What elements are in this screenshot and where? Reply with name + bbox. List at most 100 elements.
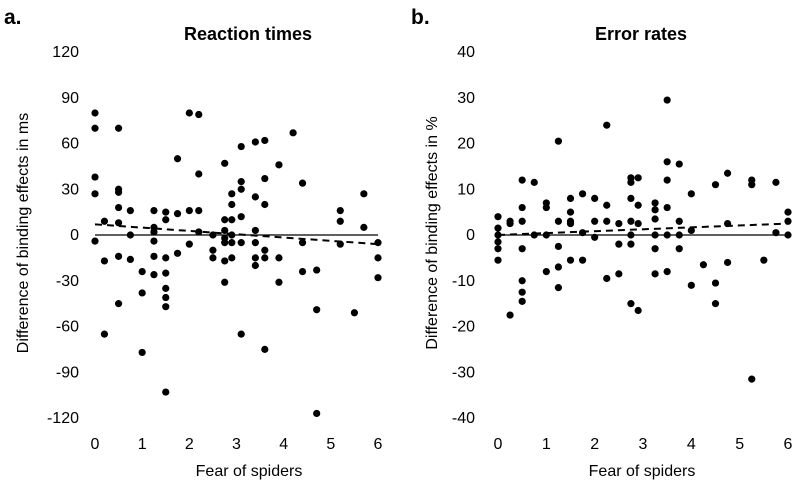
x-tick-label: 5 [326,436,335,453]
data-point [784,231,792,239]
data-point [150,228,158,236]
data-point [114,219,123,227]
data-point [221,216,229,224]
data-point [336,207,344,215]
x-tick-label: 0 [494,436,503,453]
data-point [261,174,269,183]
data-point [221,257,229,265]
data-point [374,274,382,282]
data-point [173,210,182,218]
data-point [228,216,236,224]
data-point [634,201,642,209]
x-axis-label: Fear of spiders [589,463,696,480]
data-point [634,219,642,228]
data-point [542,268,550,276]
data-point [627,178,635,186]
data-point [162,269,170,277]
data-point [494,238,502,246]
data-point [651,270,659,278]
data-point [298,268,307,276]
data-point [150,252,158,260]
data-point [100,257,109,265]
data-point [251,138,259,146]
data-point [687,226,695,235]
data-point [261,200,269,209]
data-point [162,388,170,396]
data-point [138,289,146,297]
data-point [578,229,587,237]
y-tick-label: 90 [61,90,79,107]
data-point [627,240,635,248]
data-point [100,330,109,338]
data-point [748,375,756,383]
data-point [651,215,659,223]
data-point [554,217,563,225]
data-point [126,231,134,239]
data-point [91,124,99,132]
data-point [687,281,695,289]
x-tick-label: 5 [735,436,744,453]
x-tick-label: 2 [590,436,599,453]
data-point [603,217,611,225]
y-tick-label: -10 [452,273,475,290]
y-tick-label: 40 [457,44,475,61]
data-point [675,217,683,225]
data-point [578,190,587,198]
data-point [360,223,368,231]
data-point [162,216,170,224]
data-point [275,254,283,262]
data-point [687,190,695,198]
data-point [228,200,236,209]
data-point [634,306,642,315]
y-tick-label: 20 [457,136,475,153]
data-point [675,160,683,168]
data-point [91,109,99,117]
data-point [228,190,236,198]
data-point [542,203,550,212]
data-point [651,231,659,239]
data-point [237,213,245,221]
data-point [760,256,768,264]
x-tick-label: 0 [91,436,100,453]
data-point [91,190,99,198]
data-point [784,208,792,216]
chart-title: Reaction times [184,24,312,44]
data-point [313,306,321,314]
data-point [261,246,269,254]
data-point [313,266,321,274]
data-point [162,254,170,262]
data-point [150,207,158,215]
data-point [494,213,502,221]
data-point [100,217,109,225]
data-point [150,271,158,279]
data-point [298,239,307,247]
data-point [518,277,526,285]
y-tick-label: -90 [56,364,79,381]
trend-line [497,222,789,236]
data-point [627,194,635,202]
data-point [518,176,526,184]
data-point [554,137,563,145]
x-tick-label: 6 [374,436,383,453]
data-point [663,231,671,239]
data-point [627,231,635,239]
data-point [711,300,720,308]
data-point [251,226,259,235]
y-axis-ticks: 40 30 20 10 0 -10 -20 -30 -40 [452,44,475,427]
data-point [627,217,635,225]
data-point [615,219,623,228]
data-point [336,217,344,225]
data-point [374,254,382,262]
data-point [251,261,259,270]
data-point [261,254,269,262]
x-tick-label: 3 [639,436,648,453]
y-tick-label: 30 [61,181,79,198]
data-point [651,199,659,207]
data-point [91,237,99,245]
data-point [711,181,720,189]
trend-line-group [94,223,379,246]
data-point [275,278,283,286]
data-point [261,136,269,145]
data-point [185,207,193,215]
data-point [162,208,170,216]
